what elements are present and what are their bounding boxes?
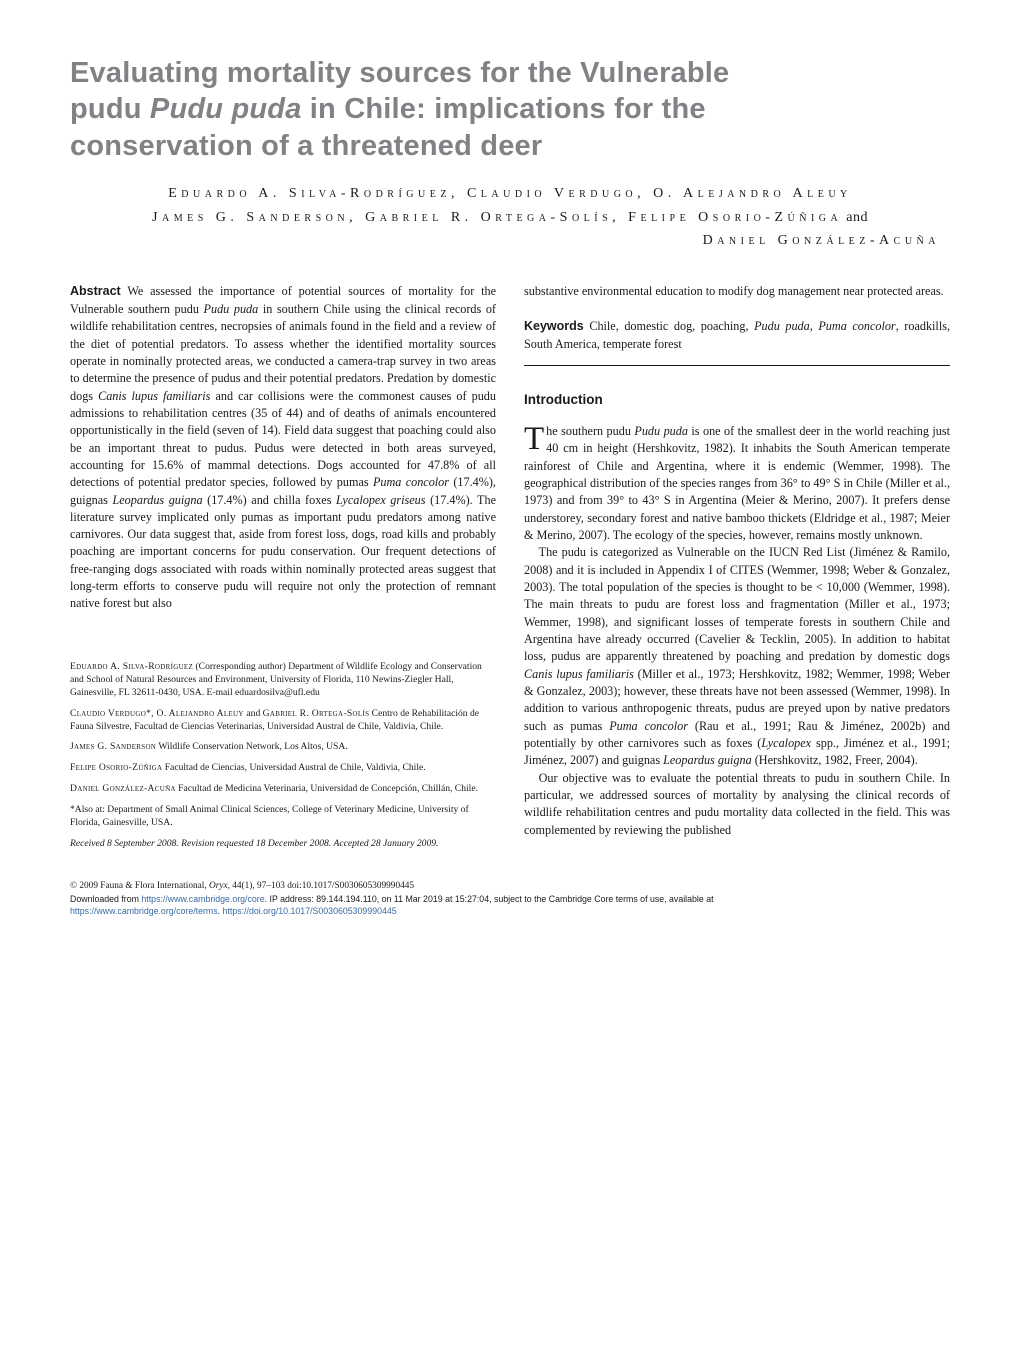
aff2-names2: Gabriel R. Ortega-Solís xyxy=(263,708,370,719)
abstract-i1: Pudu puda xyxy=(204,302,259,316)
dropcap: T xyxy=(524,423,546,454)
abstract-heading: Abstract xyxy=(70,284,121,298)
abstract-paragraph: Abstract We assessed the importance of p… xyxy=(70,283,496,613)
affiliation-1: Eduardo A. Silva-Rodríguez (Correspondin… xyxy=(70,661,496,700)
abstract-t2: in southern Chile using the clinical rec… xyxy=(70,302,496,403)
authors-and: and xyxy=(842,210,868,225)
aff4-text: Facultad de Ciencias, Universidad Austra… xyxy=(162,762,425,773)
footer-link-1[interactable]: https://www.cambridge.org/core xyxy=(141,894,264,904)
aff2-names: Claudio Verdugo*, O. Alejandro Aleuy xyxy=(70,708,246,719)
abstract-t6: (17.4%). The literature survey implicate… xyxy=(70,493,496,611)
title-line-3: conservation of a threatened deer xyxy=(70,130,542,162)
page-footer: © 2009 Fauna & Flora International, Oryx… xyxy=(70,881,950,917)
aff2-and: and xyxy=(246,708,262,719)
intro-p2: The pudu is categorized as Vulnerable on… xyxy=(524,544,950,769)
authors-line-3: Daniel González-Acuña xyxy=(70,229,950,253)
affiliation-3: James G. Sanderson Wildlife Conservation… xyxy=(70,741,496,754)
intro-p1-i1: Pudu puda xyxy=(634,424,688,438)
divider xyxy=(524,365,950,366)
right-column: substantive environmental education to m… xyxy=(524,283,950,859)
abstract-i4: Leopardus guigna xyxy=(112,493,202,507)
authors-line-2-names: James G. Sanderson, Gabriel R. Ortega-So… xyxy=(152,210,842,225)
intro-p2-i1: Canis lupus familiaris xyxy=(524,667,634,681)
aff4-name: Felipe Osorio-Zúñiga xyxy=(70,762,162,773)
abstract-i3: Puma concolor xyxy=(373,475,449,489)
kw-i2: Puma concolor xyxy=(818,319,895,333)
kw-i1: Pudu puda xyxy=(754,319,810,333)
footer-copyright: © 2009 Fauna & Flora International, xyxy=(70,881,209,891)
title-line-2-post: in Chile: implications for the xyxy=(302,93,706,125)
introduction-heading: Introduction xyxy=(524,390,950,409)
aff5-name: Daniel González-Acuña xyxy=(70,783,176,794)
intro-p2-t1: The pudu is categorized as Vulnerable on… xyxy=(524,545,950,663)
intro-p2-i3: Lycalopex xyxy=(761,736,811,750)
intro-p3: Our objective was to evaluate the potent… xyxy=(524,770,950,839)
affiliation-2: Claudio Verdugo*, O. Alejandro Aleuy and… xyxy=(70,708,496,734)
intro-p1-start: he southern pudu xyxy=(546,424,634,438)
left-column: Abstract We assessed the importance of p… xyxy=(70,283,496,859)
intro-p1: The southern pudu Pudu puda is one of th… xyxy=(524,423,950,544)
abstract-t5: (17.4%) and chilla foxes xyxy=(203,493,336,507)
footer-download-info: Downloaded from https://www.cambridge.or… xyxy=(70,894,950,917)
affiliation-6: *Also at: Department of Small Animal Cli… xyxy=(70,804,496,830)
title-line-2-pre: pudu xyxy=(70,93,150,125)
abstract-continuation: substantive environmental education to m… xyxy=(524,283,950,300)
kw-t1: Chile, domestic dog, poaching, xyxy=(584,319,754,333)
intro-p1-t2: is one of the smallest deer in the world… xyxy=(524,424,950,542)
footer-link-2[interactable]: https://www.cambridge.org/core/terms xyxy=(70,906,218,916)
affiliation-5: Daniel González-Acuña Facultad de Medici… xyxy=(70,783,496,796)
footer-dl2: . IP address: 89.144.194.110, on 11 Mar … xyxy=(265,894,714,904)
abstract-i2: Canis lupus familiaris xyxy=(98,389,210,403)
keywords-heading: Keywords xyxy=(524,319,584,333)
authors-line-1: Eduardo A. Silva-Rodríguez, Claudio Verd… xyxy=(168,186,852,201)
aff3-name: James G. Sanderson xyxy=(70,741,156,752)
footer-link-3[interactable]: https://doi.org/10.1017/S003060530999044… xyxy=(223,906,397,916)
aff5-text: Facultad de Medicina Veterinaria, Univer… xyxy=(176,783,478,794)
article-title: Evaluating mortality sources for the Vul… xyxy=(70,55,950,164)
intro-p2-i2: Puma concolor xyxy=(609,719,688,733)
affiliations-block: Eduardo A. Silva-Rodríguez (Correspondin… xyxy=(70,661,496,851)
aff3-text: Wildlife Conservation Network, Los Altos… xyxy=(156,741,348,752)
title-line-1: Evaluating mortality sources for the Vul… xyxy=(70,57,729,89)
affiliation-7: Received 8 September 2008. Revision requ… xyxy=(70,838,496,851)
aff1-name: Eduardo A. Silva-Rodríguez xyxy=(70,661,193,672)
affiliation-4: Felipe Osorio-Zúñiga Facultad de Ciencia… xyxy=(70,762,496,775)
two-column-layout: Abstract We assessed the importance of p… xyxy=(70,283,950,859)
keywords-paragraph: Keywords Chile, domestic dog, poaching, … xyxy=(524,318,950,353)
footer-dl1: Downloaded from xyxy=(70,894,141,904)
intro-p2-i4: Leopardus guigna xyxy=(663,753,752,767)
footer-details: , 44(1), 97–103 doi:10.1017/S00306053099… xyxy=(228,881,414,891)
title-species: Pudu puda xyxy=(150,93,302,125)
abstract-i5: Lycalopex griseus xyxy=(336,493,426,507)
footer-journal: Oryx xyxy=(209,881,228,891)
authors-block: Eduardo A. Silva-Rodríguez, Claudio Verd… xyxy=(70,182,950,253)
intro-p2-t5: (Hershkovitz, 1982, Freer, 2004). xyxy=(752,753,918,767)
